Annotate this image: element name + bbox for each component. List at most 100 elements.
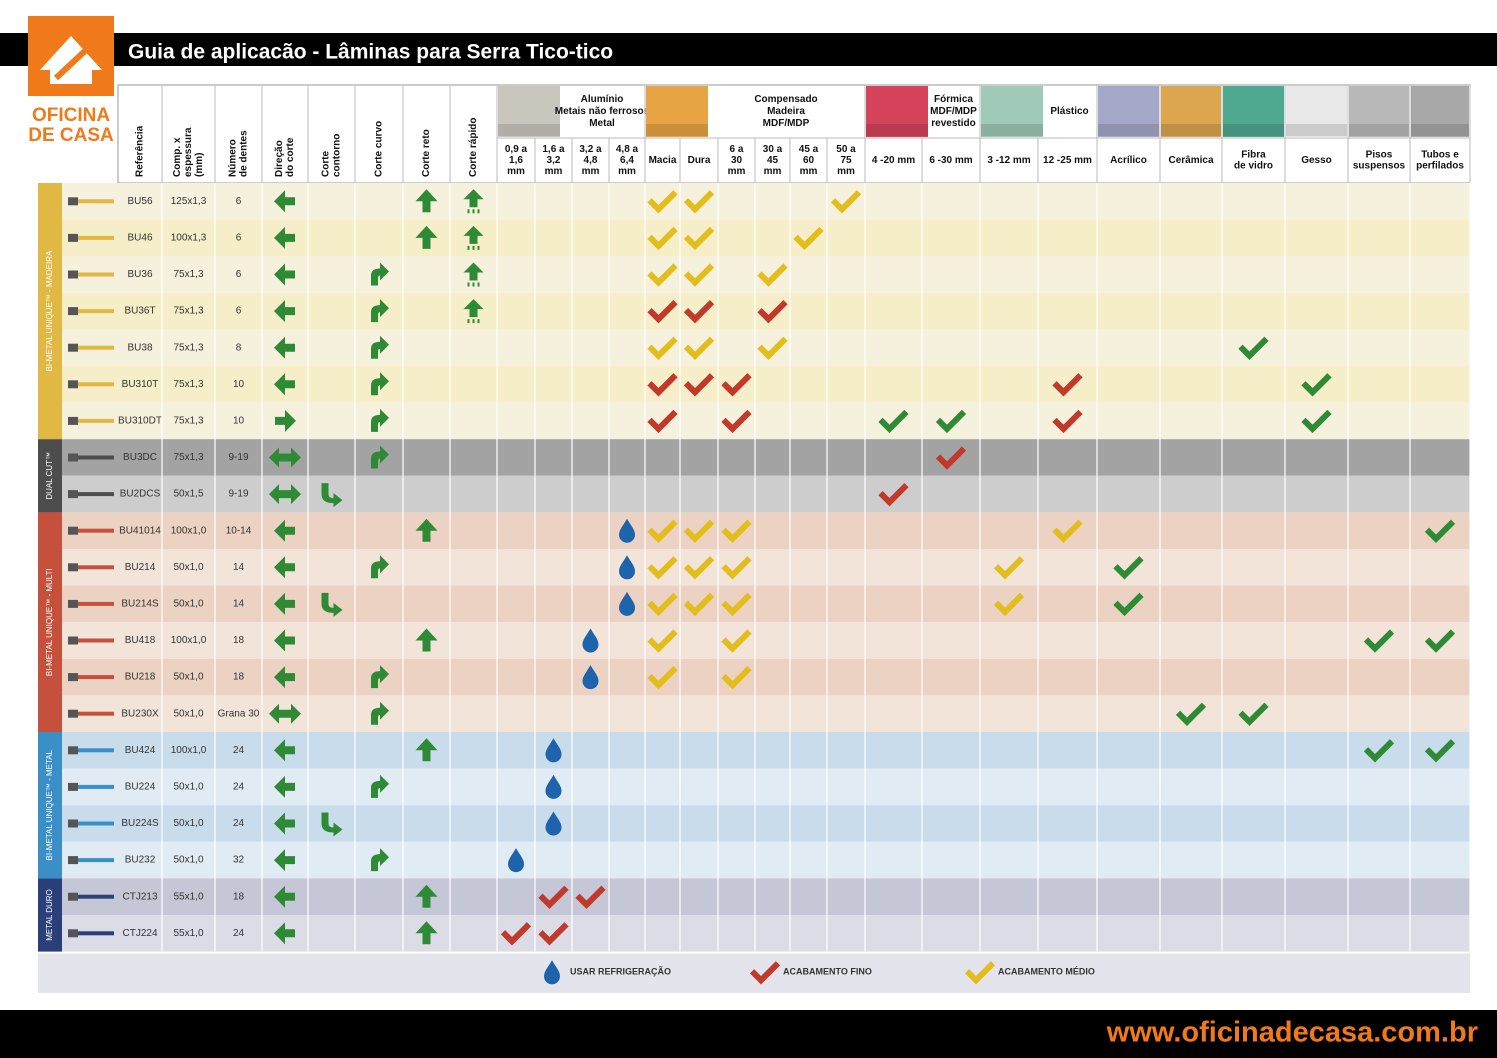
material-column-header: 4,8	[584, 155, 598, 166]
row-bg	[62, 878, 1470, 915]
check-mark	[935, 446, 967, 470]
cut-arrow	[371, 299, 389, 323]
icon-shape	[1052, 409, 1083, 434]
row-bg	[62, 805, 1470, 842]
icon-shape	[647, 592, 678, 617]
teeth-count: 24	[233, 928, 245, 939]
blade-image	[68, 892, 78, 901]
check-mark	[647, 556, 678, 580]
material-column-header: Tubos e	[1421, 150, 1459, 161]
check-mark	[1363, 739, 1395, 763]
icon-shape	[993, 556, 1025, 580]
material-column-header: Acrílico	[1110, 155, 1147, 166]
cut-arrow	[371, 372, 389, 396]
icon-shape	[647, 299, 678, 324]
cut-arrow	[415, 921, 438, 945]
cut-arrow	[274, 849, 295, 872]
material-column-header: perfilados	[1416, 161, 1464, 172]
icon-shape	[477, 245, 480, 250]
column-header: Referência	[135, 125, 146, 177]
cut-arrow	[463, 189, 484, 214]
cut-arrow	[269, 447, 301, 468]
icon-shape	[683, 299, 715, 324]
icon-shape	[371, 335, 389, 359]
check-mark	[993, 556, 1025, 580]
blade-image	[68, 563, 78, 572]
icon-shape	[371, 299, 389, 323]
logo-text: DE CASA	[28, 125, 114, 146]
material-column-header: mm	[618, 166, 636, 177]
icon-shape	[683, 336, 715, 360]
blade-image	[68, 748, 114, 753]
icon-shape	[757, 299, 788, 324]
icon-shape	[544, 960, 560, 985]
blade-reference: BU218	[125, 672, 156, 683]
icon-shape	[1301, 409, 1332, 434]
check-mark	[538, 885, 569, 909]
blade-image	[68, 307, 78, 316]
material-swatch	[1411, 86, 1469, 137]
icon-shape	[467, 282, 470, 287]
icon-shape	[371, 701, 389, 725]
row-bg	[62, 841, 1470, 879]
material-swatch	[981, 86, 1043, 137]
material-column-header: 12 -25 mm	[1043, 155, 1092, 166]
icon-shape	[683, 556, 715, 580]
icon-shape	[647, 556, 678, 580]
icon-shape	[274, 336, 295, 359]
icon-shape	[274, 775, 295, 798]
column-header: Corte curvo	[374, 121, 385, 177]
icon-shape	[269, 484, 301, 505]
icon-shape	[647, 190, 678, 214]
material-column-header: 1,6	[509, 155, 523, 166]
material-column-header: 45	[767, 155, 779, 166]
cut-arrow	[321, 592, 343, 617]
section-label-bg	[38, 732, 62, 879]
icon-shape	[274, 263, 295, 286]
blade-image	[68, 638, 114, 643]
footer-bar	[0, 1010, 1497, 1058]
column-header: contorno	[332, 134, 343, 177]
column-header: do corte	[285, 137, 296, 177]
icon-shape	[415, 189, 438, 213]
coolant-drop	[545, 811, 562, 836]
blade-image	[68, 453, 78, 462]
icon-shape	[274, 556, 295, 579]
material-swatch	[646, 86, 708, 137]
check-mark	[830, 190, 862, 214]
teeth-count: 10-14	[226, 525, 252, 536]
cut-arrow	[274, 190, 295, 213]
row-bg	[62, 292, 1470, 330]
material-column-header: mm	[837, 166, 855, 177]
icon-shape	[321, 592, 343, 617]
check-mark	[500, 922, 532, 946]
blade-reference: BU214S	[121, 599, 159, 610]
legend-label: USAR REFRIGERAÇÃO	[570, 967, 671, 977]
icon-shape	[415, 738, 438, 762]
material-column-header: Macia	[649, 155, 677, 166]
coolant-drop	[582, 665, 599, 690]
check-mark	[721, 665, 752, 690]
blade-reference: CTJ224	[122, 928, 157, 939]
teeth-count: 6	[236, 269, 242, 280]
check-mark	[1175, 702, 1207, 726]
icon-shape	[472, 282, 475, 287]
section-label: BI-METAL UNIQUE™ - MADEIRA	[45, 250, 54, 372]
row-bg	[62, 549, 1470, 586]
row-bg	[62, 183, 1470, 220]
blade-image	[68, 418, 114, 423]
blade-image	[68, 382, 114, 387]
blade-reference: BU418	[125, 635, 156, 646]
material-group-label: Metais não ferrosos	[555, 106, 650, 117]
blade-size: 50x1,0	[173, 818, 203, 829]
icon-shape	[508, 848, 524, 873]
check-mark	[721, 373, 752, 397]
material-column-header: 3,2 a	[579, 144, 602, 155]
icon-shape	[274, 812, 295, 835]
icon-shape	[935, 446, 967, 470]
icon-shape	[647, 226, 678, 251]
cut-arrow	[274, 556, 295, 579]
blade-size: 55x1,0	[173, 891, 203, 902]
icon-shape	[371, 262, 389, 286]
